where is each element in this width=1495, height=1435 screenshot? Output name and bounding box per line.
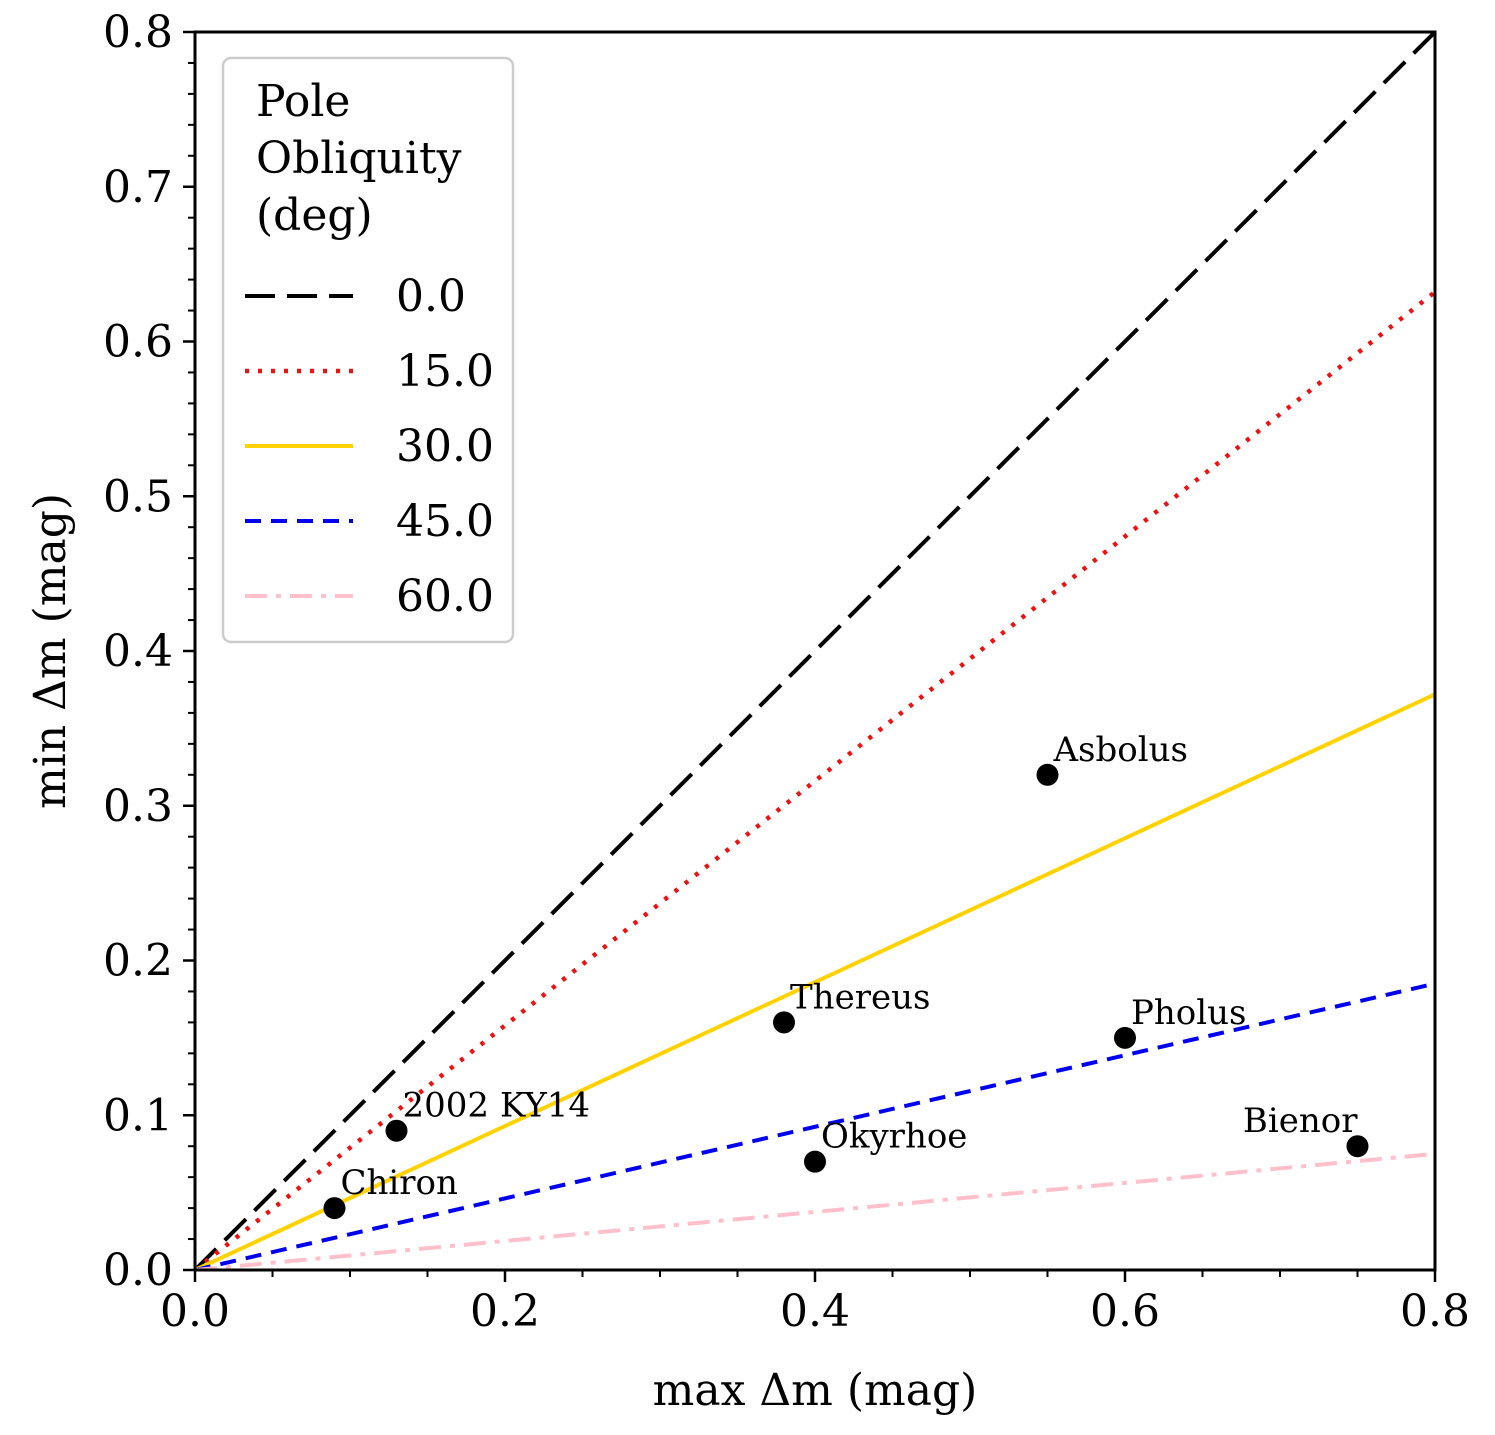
point-bienor: [1346, 1135, 1369, 1158]
series-line-15-0: [195, 290, 1435, 1270]
x-tick-label-2: 0.4: [780, 1286, 850, 1337]
x-tick-label-0: 0.0: [160, 1286, 230, 1337]
y-tick-label-0: 0.0: [103, 1245, 173, 1296]
legend-entry-0-0: 0.0: [396, 271, 466, 322]
point-label-okyrhoe: Okyrhoe: [821, 1117, 967, 1157]
axes-layer: 0.0 0.2 0.4 0.6 0.8 0.0 0.1 0.2 0.3 0.4 0.5 0.6 0.7 0…: [25, 7, 1470, 1416]
series-line-45-0: [195, 981, 1435, 1270]
point-label-pholus: Pholus: [1131, 993, 1246, 1033]
x-tick-label-4: 0.8: [1400, 1286, 1470, 1337]
point-label-chiron: Chiron: [341, 1163, 458, 1203]
legend-entry-45-0: 45.0: [396, 496, 494, 547]
legend-entry-30-0: 30.0: [396, 421, 494, 472]
y-tick-label-8: 0.8: [103, 7, 173, 58]
y-tick-label-7: 0.7: [103, 162, 173, 213]
y-tick-label-5: 0.5: [103, 471, 173, 522]
legend-entry-15-0: 15.0: [396, 346, 494, 397]
y-tick-label-1: 0.1: [103, 1090, 173, 1141]
y-tick-label-3: 0.3: [103, 781, 173, 832]
point-thereus: [773, 1011, 795, 1034]
y-tick-label-4: 0.4: [103, 626, 173, 677]
point-label-2002-ky14: 2002 KY14: [403, 1086, 591, 1126]
x-tick-label-1: 0.2: [470, 1286, 540, 1337]
x-tick-label-3: 0.6: [1090, 1286, 1160, 1337]
point-asbolus: [1036, 763, 1059, 786]
y-tick-label-6: 0.6: [103, 317, 173, 368]
point-okyrhoe: [804, 1150, 826, 1173]
point-2002-ky14: [385, 1119, 408, 1142]
points-layer: Chiron 2002 KY14 Thereus Okyrhoe Asbolus Phol…: [323, 730, 1369, 1220]
point-label-asbolus: Asbolus: [1053, 730, 1188, 770]
point-label-bienor: Bienor: [1243, 1101, 1358, 1141]
legend-title-line-2: (deg): [256, 190, 373, 241]
series-layer: [195, 32, 1435, 1270]
series-line-30-0: [195, 692, 1435, 1270]
legend-entry-60-0: 60.0: [396, 571, 494, 622]
x-axis-label: max Δm (mag): [653, 1365, 978, 1416]
legend-title-line-1: Obliquity: [256, 133, 462, 184]
series-line-60-0: [195, 1151, 1435, 1270]
y-axis-label: min Δm (mag): [25, 493, 76, 809]
point-pholus: [1114, 1026, 1136, 1049]
legend-box: [221, 56, 515, 644]
legend: Pole Obliquity (deg) 0.0 15.0 30.0 45.0 60.0: [221, 56, 515, 644]
point-label-thereus: Thereus: [790, 977, 930, 1017]
y-tick-label-2: 0.2: [103, 936, 173, 987]
point-chiron: [323, 1197, 346, 1220]
legend-title-line-0: Pole: [256, 76, 350, 127]
